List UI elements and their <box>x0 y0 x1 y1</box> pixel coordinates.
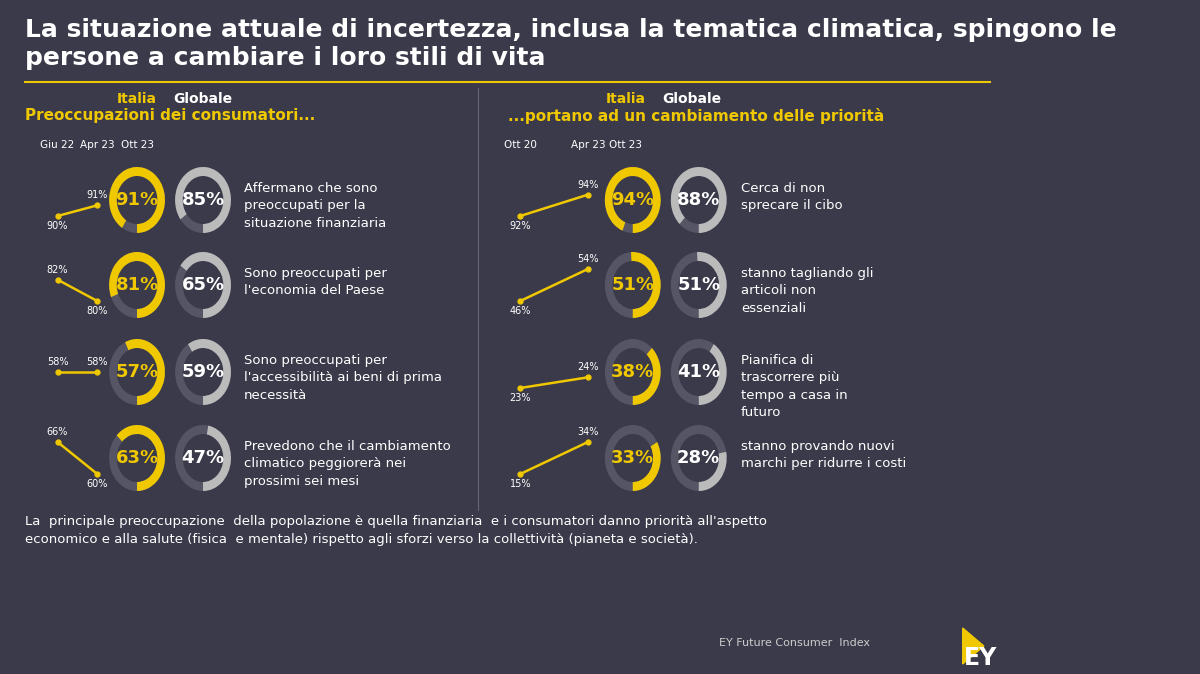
Wedge shape <box>632 348 661 405</box>
Wedge shape <box>605 425 661 491</box>
Wedge shape <box>125 339 164 405</box>
Wedge shape <box>109 339 164 405</box>
Wedge shape <box>697 252 727 318</box>
Text: 85%: 85% <box>181 191 224 209</box>
Wedge shape <box>175 167 230 233</box>
Wedge shape <box>632 442 661 491</box>
Wedge shape <box>698 344 727 405</box>
Text: stanno provando nuovi
marchi per ridurre i costi: stanno provando nuovi marchi per ridurre… <box>742 440 906 470</box>
Wedge shape <box>175 252 230 318</box>
Text: 34%: 34% <box>577 427 599 437</box>
Text: 54%: 54% <box>577 254 599 264</box>
Text: 58%: 58% <box>86 357 108 367</box>
Text: persone a cambiare i loro stili di vita: persone a cambiare i loro stili di vita <box>25 46 546 70</box>
Text: Sono preoccupati per
l'economia del Paese: Sono preoccupati per l'economia del Paes… <box>244 267 386 297</box>
Text: 60%: 60% <box>86 479 108 489</box>
Wedge shape <box>671 252 727 318</box>
Text: 28%: 28% <box>677 449 720 467</box>
Wedge shape <box>698 452 727 491</box>
Wedge shape <box>175 167 230 233</box>
Wedge shape <box>109 167 164 233</box>
Wedge shape <box>109 252 164 318</box>
Text: 47%: 47% <box>181 449 224 467</box>
Wedge shape <box>671 339 727 405</box>
Text: 58%: 58% <box>47 357 68 367</box>
Text: ...portano ad un cambiamento delle priorità: ...portano ad un cambiamento delle prior… <box>508 108 884 124</box>
Text: Prevedono che il cambiamento
climatico peggiorerà nei
prossimi sei mesi: Prevedono che il cambiamento climatico p… <box>244 440 450 488</box>
Wedge shape <box>631 252 661 318</box>
Text: Globale: Globale <box>662 92 721 106</box>
Text: 33%: 33% <box>611 449 654 467</box>
Text: 51%: 51% <box>611 276 654 294</box>
Text: 57%: 57% <box>115 363 158 381</box>
Text: Ott 20: Ott 20 <box>504 140 536 150</box>
Text: 94%: 94% <box>577 180 599 189</box>
Text: 94%: 94% <box>611 191 654 209</box>
Wedge shape <box>109 252 164 318</box>
Text: 63%: 63% <box>115 449 158 467</box>
Polygon shape <box>962 628 984 664</box>
Text: 88%: 88% <box>677 191 720 209</box>
Wedge shape <box>188 339 230 405</box>
Text: Apr 23: Apr 23 <box>571 140 605 150</box>
Wedge shape <box>605 167 661 233</box>
Wedge shape <box>605 252 661 318</box>
Wedge shape <box>605 167 661 233</box>
Text: 59%: 59% <box>181 363 224 381</box>
Text: 91%: 91% <box>115 191 158 209</box>
Text: Affermano che sono
preoccupati per la
situazione finanziaria: Affermano che sono preoccupati per la si… <box>244 182 386 230</box>
Wedge shape <box>671 167 727 233</box>
Text: 41%: 41% <box>677 363 720 381</box>
Wedge shape <box>605 339 661 405</box>
Text: 46%: 46% <box>510 306 530 316</box>
Text: La  principale preoccupazione  della popolazione è quella finanziaria  e i consu: La principale preoccupazione della popol… <box>25 515 767 546</box>
Text: 38%: 38% <box>611 363 654 381</box>
Text: 23%: 23% <box>510 393 532 403</box>
Wedge shape <box>175 425 230 491</box>
Text: 80%: 80% <box>86 306 108 316</box>
Text: 15%: 15% <box>510 479 532 489</box>
Text: EY Future Consumer  Index: EY Future Consumer Index <box>719 638 870 648</box>
Text: La situazione attuale di incertezza, inclusa la tematica climatica, spingono le: La situazione attuale di incertezza, inc… <box>25 18 1117 42</box>
Text: 65%: 65% <box>181 276 224 294</box>
Wedge shape <box>203 425 230 491</box>
Wedge shape <box>109 167 164 233</box>
Text: Cerca di non
sprecare il cibo: Cerca di non sprecare il cibo <box>742 182 842 212</box>
Text: 81%: 81% <box>115 276 158 294</box>
Text: Ott 23: Ott 23 <box>120 140 154 150</box>
Text: Giu 22: Giu 22 <box>41 140 74 150</box>
Text: Sono preoccupati per
l'accessibilità ai beni di prima
necessità: Sono preoccupati per l'accessibilità ai … <box>244 354 442 402</box>
Wedge shape <box>175 339 230 405</box>
Text: 90%: 90% <box>47 221 68 231</box>
Wedge shape <box>671 425 727 491</box>
Text: 66%: 66% <box>47 427 68 437</box>
Text: Italia: Italia <box>118 92 157 106</box>
Wedge shape <box>180 252 230 318</box>
Text: 51%: 51% <box>677 276 720 294</box>
Text: Pianifica di
trascorrere più
tempo a casa in
futuro: Pianifica di trascorrere più tempo a cas… <box>742 354 847 419</box>
Text: Apr 23: Apr 23 <box>80 140 114 150</box>
Text: 82%: 82% <box>47 265 68 275</box>
Text: 91%: 91% <box>86 190 108 200</box>
Text: stanno tagliando gli
articoli non
essenziali: stanno tagliando gli articoli non essenz… <box>742 267 874 315</box>
Text: EY: EY <box>965 646 997 670</box>
Wedge shape <box>116 425 164 491</box>
Text: 24%: 24% <box>577 363 599 372</box>
Text: Globale: Globale <box>174 92 233 106</box>
Text: Preoccupazioni dei consumatori...: Preoccupazioni dei consumatori... <box>25 108 316 123</box>
Wedge shape <box>109 425 164 491</box>
Text: Ott 23: Ott 23 <box>610 140 642 150</box>
Text: 92%: 92% <box>510 221 532 231</box>
Text: Italia: Italia <box>606 92 646 106</box>
Wedge shape <box>671 167 727 233</box>
